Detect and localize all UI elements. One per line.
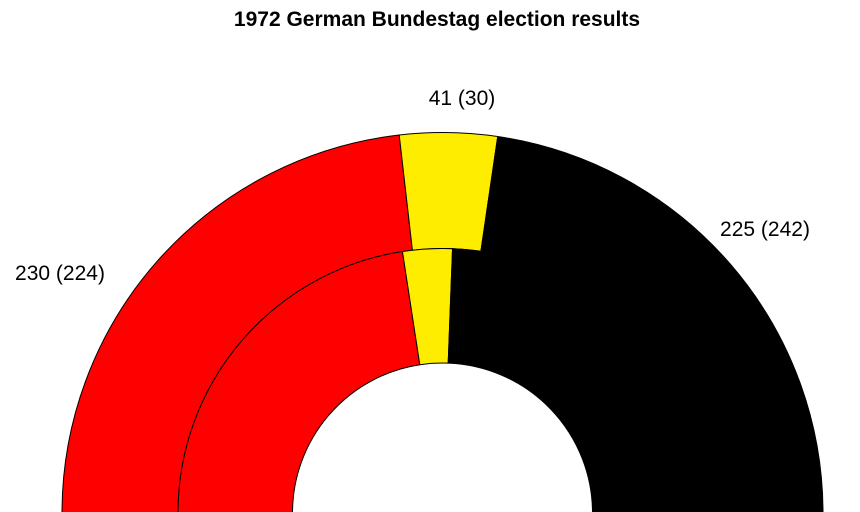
segment-label-black: 225 (242): [720, 218, 810, 241]
segment-inner-red: [177, 250, 421, 512]
segment-outer-yellow: [398, 132, 499, 252]
segment-label-red: 230 (224): [15, 262, 105, 285]
chart-title: 1972 German Bundestag election results: [233, 8, 641, 31]
segment-inner-black: [447, 248, 708, 512]
segment-label-yellow: 41 (30): [428, 87, 496, 110]
